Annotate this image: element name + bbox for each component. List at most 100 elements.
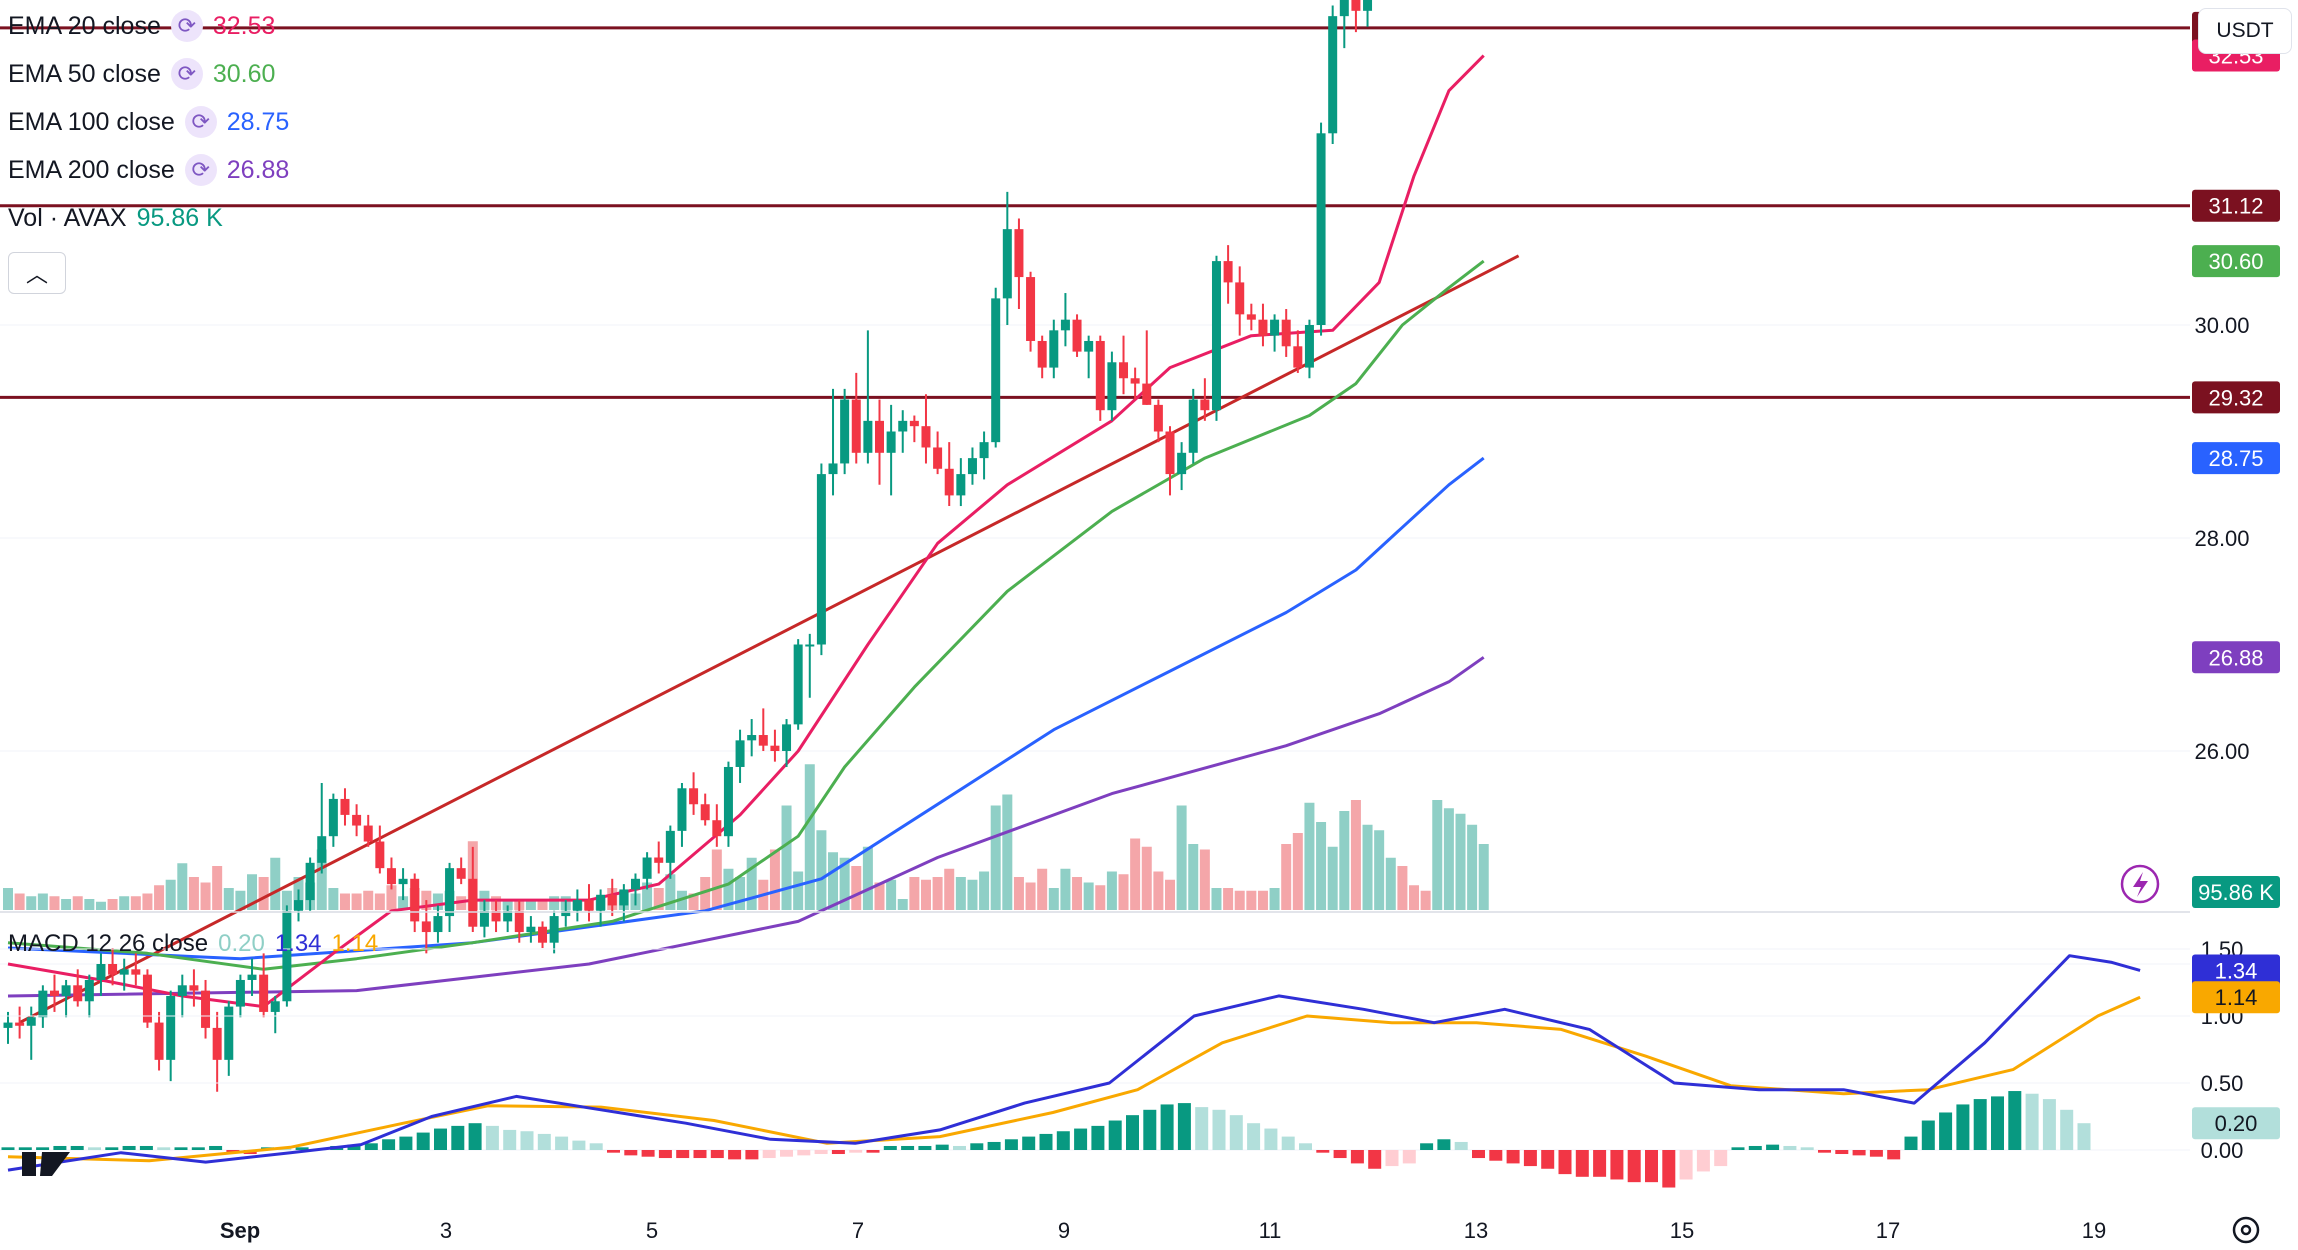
- candle-body[interactable]: [1188, 399, 1198, 453]
- candle-body[interactable]: [851, 399, 861, 453]
- candle-body[interactable]: [816, 474, 826, 645]
- candle-body[interactable]: [410, 878, 420, 922]
- candle-body[interactable]: [805, 644, 815, 647]
- candle-body[interactable]: [352, 814, 362, 826]
- candle-body[interactable]: [1060, 319, 1070, 331]
- candle-body[interactable]: [259, 974, 269, 1012]
- candle-body[interactable]: [875, 420, 884, 453]
- candle-body[interactable]: [967, 458, 977, 475]
- ema200-line[interactable]: [7, 656, 1485, 998]
- sync-icon[interactable]: ⟳: [184, 154, 217, 186]
- candle-body[interactable]: [142, 974, 152, 1023]
- legend-ema100[interactable]: EMA 100 close ⟳ 28.75: [8, 106, 289, 138]
- candle-body[interactable]: [1107, 362, 1117, 411]
- candle-body[interactable]: [549, 916, 559, 943]
- candle-body[interactable]: [294, 900, 303, 911]
- candle-body[interactable]: [73, 985, 83, 1002]
- candle-body[interactable]: [596, 894, 606, 911]
- candle-body[interactable]: [1049, 330, 1059, 368]
- candle-body[interactable]: [1200, 399, 1210, 411]
- candle-body[interactable]: [933, 447, 943, 469]
- candle-body[interactable]: [61, 985, 71, 996]
- collapse-legend-button[interactable]: ︿: [8, 252, 66, 294]
- candle-body[interactable]: [166, 995, 176, 1060]
- candle-body[interactable]: [15, 1022, 25, 1026]
- candle-body[interactable]: [944, 468, 954, 496]
- candle-body[interactable]: [3, 1022, 13, 1028]
- legend-ema200[interactable]: EMA 200 close ⟳ 26.88: [8, 154, 289, 186]
- candle-body[interactable]: [177, 985, 187, 996]
- candle-body[interactable]: [1153, 404, 1163, 432]
- candle-body[interactable]: [1258, 319, 1268, 336]
- candle-body[interactable]: [782, 724, 792, 751]
- candle-body[interactable]: [677, 788, 687, 831]
- candle-body[interactable]: [1037, 340, 1047, 368]
- candle-body[interactable]: [1211, 261, 1221, 411]
- candle-body[interactable]: [1363, 0, 1373, 11]
- candle-body[interactable]: [84, 979, 94, 1002]
- candle-body[interactable]: [886, 431, 896, 453]
- candle-body[interactable]: [1119, 362, 1129, 379]
- candle-body[interactable]: [1281, 319, 1291, 347]
- candle-body[interactable]: [375, 841, 385, 869]
- candle-body[interactable]: [1223, 261, 1233, 283]
- candle-body[interactable]: [1246, 314, 1256, 320]
- candle-body[interactable]: [561, 910, 571, 917]
- candle-body[interactable]: [479, 910, 489, 927]
- candle-body[interactable]: [1293, 346, 1303, 368]
- candle-body[interactable]: [689, 788, 699, 805]
- candle-body[interactable]: [793, 644, 803, 725]
- candle-body[interactable]: [735, 740, 745, 767]
- candle-body[interactable]: [201, 990, 211, 1028]
- candle-body[interactable]: [514, 910, 524, 933]
- candle-body[interactable]: [398, 878, 408, 885]
- candle-body[interactable]: [1072, 319, 1082, 352]
- candle-body[interactable]: [1316, 133, 1326, 325]
- candle-body[interactable]: [921, 426, 931, 448]
- candle-body[interactable]: [665, 830, 675, 863]
- candle-body[interactable]: [305, 862, 315, 901]
- candle-body[interactable]: [584, 900, 594, 911]
- candle-body[interactable]: [503, 910, 513, 922]
- candle-body[interactable]: [456, 868, 466, 879]
- candle-body[interactable]: [979, 442, 989, 459]
- candle-body[interactable]: [433, 916, 443, 933]
- candle-body[interactable]: [898, 420, 908, 432]
- candle-body[interactable]: [386, 868, 396, 885]
- candle-body[interactable]: [328, 798, 338, 837]
- candle-body[interactable]: [828, 463, 838, 475]
- candle-body[interactable]: [235, 979, 245, 1007]
- candle-body[interactable]: [119, 969, 129, 975]
- ema100-line[interactable]: [7, 456, 1485, 961]
- candle-body[interactable]: [747, 735, 757, 741]
- candle-body[interactable]: [131, 969, 141, 975]
- candle-body[interactable]: [758, 735, 768, 746]
- candle-body[interactable]: [863, 420, 873, 453]
- candle-body[interactable]: [1142, 383, 1152, 405]
- candle-body[interactable]: [445, 868, 455, 917]
- candle-body[interactable]: [247, 974, 257, 980]
- candle-body[interactable]: [538, 926, 548, 943]
- candle-body[interactable]: [26, 1017, 36, 1026]
- candle-body[interactable]: [491, 910, 501, 922]
- currency-selector[interactable]: USDT: [2198, 8, 2292, 54]
- candle-body[interactable]: [630, 878, 640, 890]
- candle-body[interactable]: [1304, 325, 1314, 368]
- candle-body[interactable]: [38, 990, 48, 1018]
- candle-body[interactable]: [723, 766, 733, 837]
- candle-body[interactable]: [909, 420, 919, 427]
- candle-body[interactable]: [317, 836, 327, 863]
- legend-macd[interactable]: MACD 12 26 close 0.20 1.34 1.14: [8, 930, 378, 958]
- candle-body[interactable]: [363, 825, 373, 842]
- candle-body[interactable]: [1130, 378, 1140, 384]
- ema20-line[interactable]: [7, 54, 1485, 1009]
- candle-body[interactable]: [1084, 340, 1094, 352]
- candle-body[interactable]: [1095, 340, 1105, 411]
- candle-body[interactable]: [154, 1022, 164, 1060]
- gear-icon[interactable]: [2232, 1216, 2260, 1244]
- candle-body[interactable]: [642, 857, 652, 879]
- candle-body[interactable]: [1002, 229, 1012, 299]
- candle-body[interactable]: [991, 298, 1001, 443]
- candle-body[interactable]: [96, 964, 106, 980]
